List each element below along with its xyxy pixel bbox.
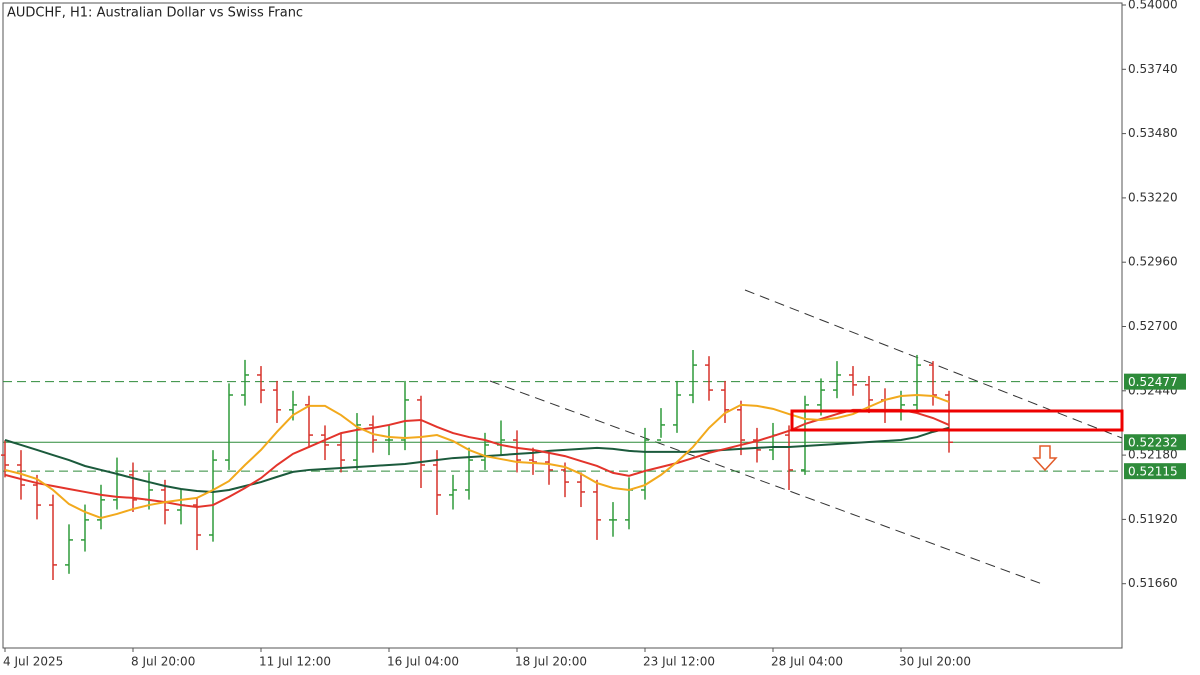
y-tick-label: 0.53480 xyxy=(1128,126,1178,140)
price-label-box xyxy=(1124,373,1186,390)
price-label: 0.52477 xyxy=(1128,375,1178,389)
moving-average xyxy=(4,426,950,493)
price-label: 0.52115 xyxy=(1128,465,1178,479)
y-tick-label: 0.51660 xyxy=(1128,576,1178,590)
x-tick-label: 4 Jul 2025 xyxy=(3,655,63,669)
price-label-box xyxy=(1124,463,1186,480)
down-arrow xyxy=(1032,445,1058,472)
x-tick-label: 23 Jul 12:00 xyxy=(643,655,715,669)
y-tick-label: 0.52700 xyxy=(1128,319,1178,333)
chart-title: AUDCHF, H1: Australian Dollar vs Swiss F… xyxy=(7,6,303,21)
x-tick-label: 16 Jul 04:00 xyxy=(387,655,459,669)
y-tick-label: 0.52960 xyxy=(1128,255,1178,269)
price-label: 0.52232 xyxy=(1128,436,1178,450)
trendline xyxy=(744,289,1123,439)
trendline xyxy=(489,380,1046,586)
y-tick-label: 0.52180 xyxy=(1128,448,1178,462)
y-tick-label: 0.53220 xyxy=(1128,190,1178,204)
y-tick-label: 0.53740 xyxy=(1128,62,1178,76)
x-tick-label: 18 Jul 20:00 xyxy=(515,655,587,669)
y-tick-label: 0.51920 xyxy=(1128,512,1178,526)
zone-box xyxy=(790,409,1124,432)
x-tick-label: 30 Jul 20:00 xyxy=(899,655,971,669)
price-label-box xyxy=(1124,434,1186,451)
x-tick-label: 28 Jul 04:00 xyxy=(771,655,843,669)
plot-frame xyxy=(2,2,1123,649)
x-tick-label: 8 Jul 20:00 xyxy=(131,655,195,669)
y-tick-label: 0.54000 xyxy=(1128,0,1178,12)
x-tick-label: 11 Jul 12:00 xyxy=(259,655,331,669)
